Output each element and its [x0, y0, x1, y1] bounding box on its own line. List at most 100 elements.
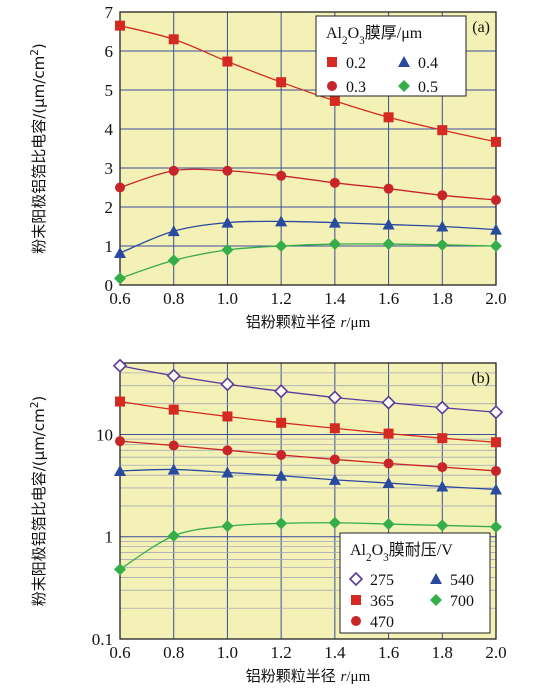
- series-line: [119, 220, 497, 254]
- data-point: [222, 165, 233, 176]
- data-point: [220, 377, 235, 392]
- data-point: [382, 218, 395, 230]
- series-275: [112, 358, 504, 420]
- data-point: [329, 95, 340, 106]
- x-tick-label: 1.8: [432, 643, 453, 662]
- x-tick-label: 2.0: [485, 643, 506, 662]
- data-point: [329, 177, 340, 188]
- data-point: [328, 216, 341, 228]
- legend-item-0.2: 0.2: [327, 55, 366, 72]
- data-point: [168, 165, 179, 176]
- x-tick-label: 1.4: [324, 643, 346, 662]
- legend-marker: [398, 56, 410, 67]
- data-point: [490, 520, 502, 533]
- data-point: [221, 243, 234, 256]
- legend-marker: [351, 595, 361, 605]
- x-tick-label: 1.0: [217, 643, 238, 662]
- data-point: [382, 518, 395, 531]
- chart-panel-0: 0.6 0.8 1.0 1.2 1.4 1.6 1.8 2.0 0 1 2 3 4 5 6 7 铝粉颗粒半径 r…: [29, 3, 507, 331]
- x-tick-label: 1.4: [324, 289, 346, 308]
- x-tick-label: 0.6: [109, 643, 130, 662]
- series-0.5: [114, 238, 502, 285]
- y-tick-label: 6: [105, 42, 114, 61]
- data-point: [436, 238, 449, 251]
- data-point: [168, 440, 179, 451]
- data-point: [276, 449, 287, 460]
- legend-marker: [351, 616, 361, 626]
- data-point: [436, 220, 449, 232]
- legend-box: [315, 15, 467, 97]
- legend-box: [339, 532, 491, 634]
- data-point: [328, 238, 341, 251]
- data-point: [327, 390, 342, 405]
- plot-frame: [119, 11, 497, 286]
- legend-marker: [348, 571, 364, 587]
- panel-label: (a): [472, 19, 490, 36]
- data-point: [328, 516, 341, 529]
- data-point: [221, 520, 234, 533]
- data-point: [274, 384, 289, 399]
- legend-marker: [327, 57, 337, 67]
- data-point: [437, 190, 448, 201]
- legend: Al2O3膜耐压/V 275 365 470 540 700: [339, 532, 491, 634]
- data-point: [275, 517, 288, 530]
- data-point: [275, 240, 288, 252]
- series-540: [114, 463, 502, 495]
- legend-item-0.4: 0.4: [398, 55, 438, 72]
- y-tick-label: 1: [105, 237, 114, 256]
- data-point: [491, 465, 501, 476]
- data-point: [114, 247, 126, 259]
- x-axis-label: 铝粉颗粒半径 r/μm: [246, 313, 371, 331]
- data-point: [275, 215, 288, 227]
- data-point: [437, 433, 448, 444]
- data-point: [114, 272, 126, 285]
- data-point: [490, 483, 502, 495]
- data-point: [435, 400, 450, 415]
- legend-item-540: 540: [430, 572, 474, 589]
- legend-item-0.5: 0.5: [398, 79, 438, 96]
- data-point: [490, 223, 502, 235]
- data-point: [115, 20, 125, 31]
- data-point: [491, 437, 501, 448]
- data-point: [112, 358, 128, 373]
- legend-label: 540: [450, 572, 474, 589]
- data-point: [329, 423, 340, 434]
- series-0.3: [115, 165, 501, 205]
- legend-label: 0.2: [346, 55, 366, 72]
- legend-item-700: 700: [430, 593, 474, 610]
- x-tick-label: 1.6: [378, 289, 399, 308]
- x-tick-label: 1.6: [378, 643, 399, 662]
- y-tick-label: 4: [105, 120, 114, 139]
- y-tick-label: 0.1: [92, 630, 113, 649]
- data-point: [276, 170, 287, 181]
- data-point: [381, 395, 396, 410]
- x-tick-label: 1.0: [217, 289, 238, 308]
- panel-label: (b): [471, 370, 490, 387]
- data-point: [276, 77, 287, 88]
- x-tick-label: 1.2: [271, 643, 292, 662]
- data-point: [437, 125, 448, 136]
- legend-label: 0.5: [418, 79, 438, 96]
- legend-item-0.3: 0.3: [327, 79, 366, 96]
- x-tick-label: 0.6: [109, 289, 130, 308]
- data-point: [275, 469, 288, 481]
- legend-item-365: 365: [351, 593, 394, 610]
- data-point: [491, 194, 501, 205]
- legend-label: 0.3: [346, 79, 366, 96]
- data-point: [221, 216, 234, 228]
- data-point: [436, 480, 449, 492]
- legend-label: 365: [370, 593, 394, 610]
- data-point: [114, 464, 126, 476]
- data-point: [383, 112, 394, 123]
- series-470: [115, 436, 501, 476]
- data-point: [490, 240, 502, 252]
- data-point: [168, 404, 179, 415]
- y-tick-label: 7: [105, 3, 114, 22]
- legend-marker: [430, 573, 442, 584]
- data-point: [491, 136, 501, 147]
- series-700: [114, 516, 502, 576]
- data-point: [329, 454, 340, 465]
- y-tick-label: 3: [105, 159, 114, 178]
- data-point: [383, 458, 394, 469]
- legend-item-470: 470: [351, 614, 394, 631]
